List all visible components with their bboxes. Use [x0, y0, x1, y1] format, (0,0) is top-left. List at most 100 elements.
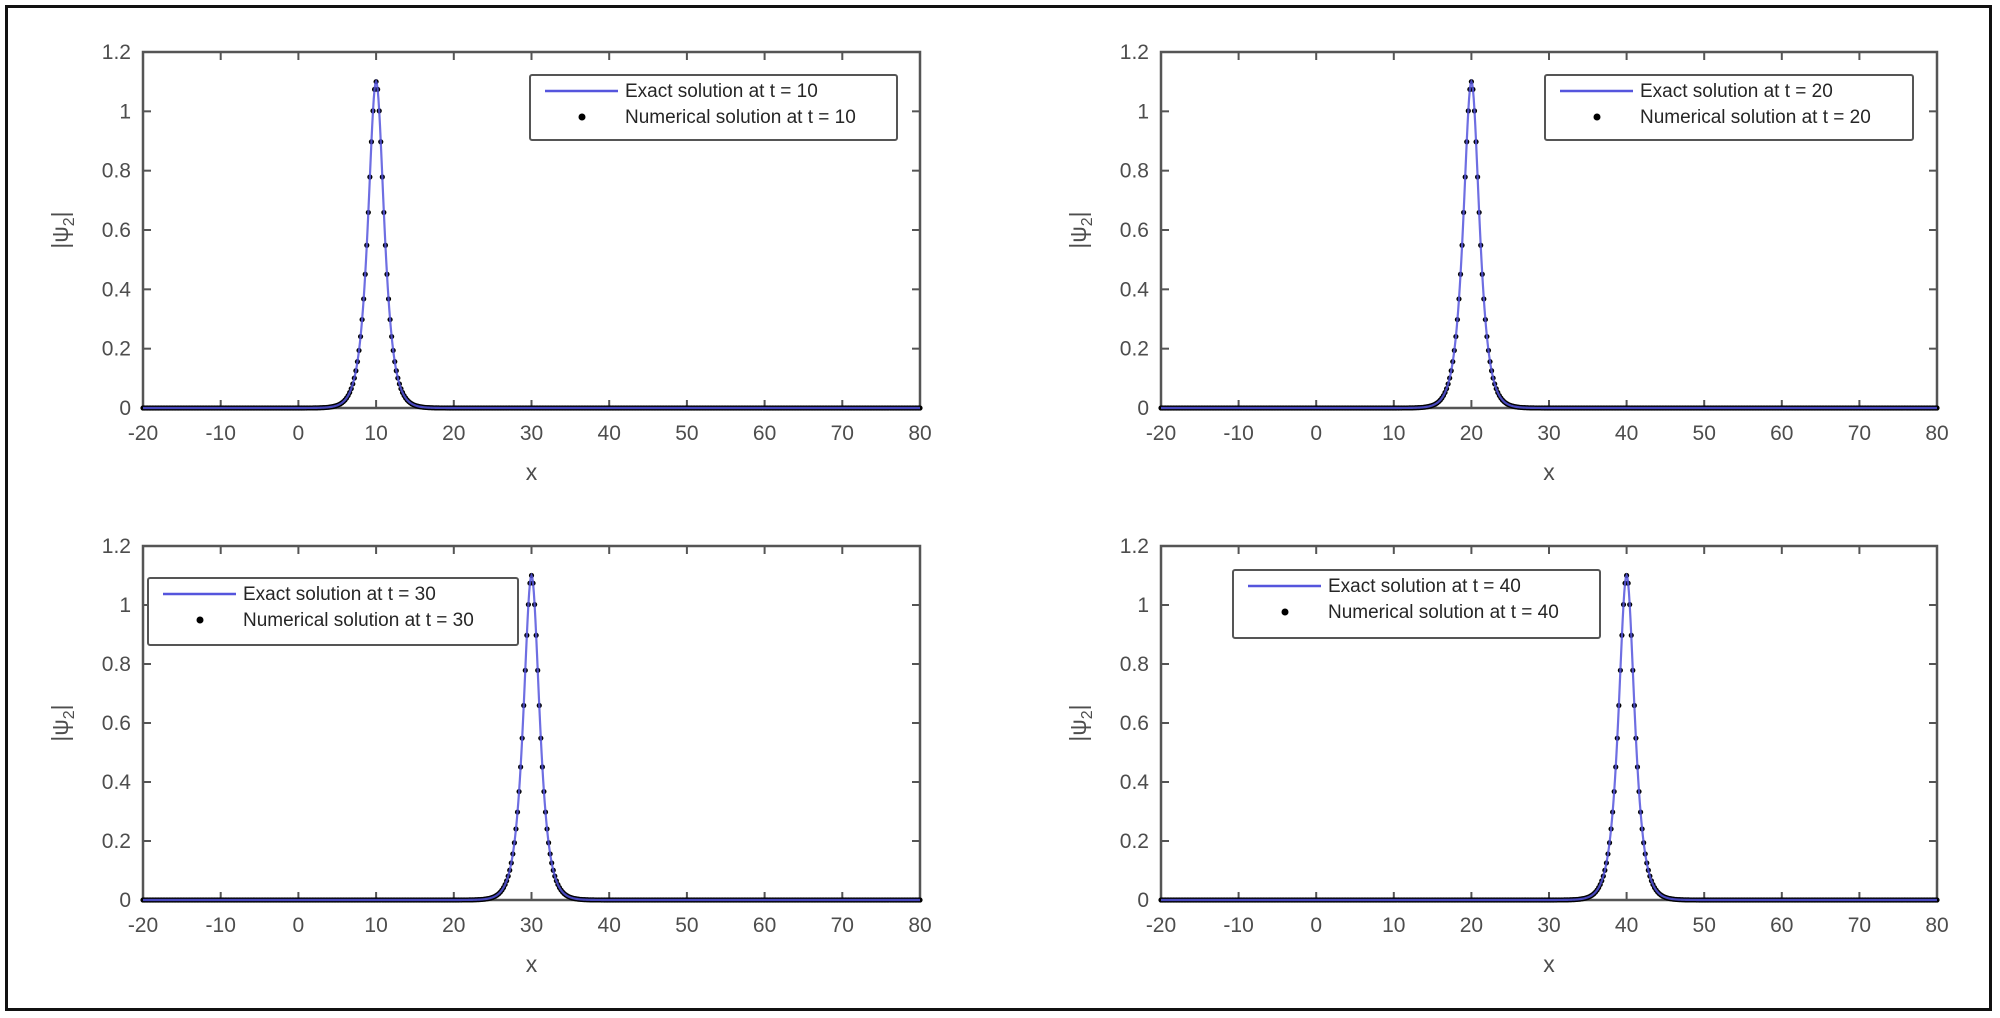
x-tick-label: 20: [442, 422, 465, 445]
exact-solution-line: [143, 78, 920, 410]
x-tick-label: 60: [753, 914, 776, 937]
x-axis-label: x: [526, 951, 538, 977]
y-tick-label: 0: [119, 397, 131, 420]
x-tick-label: 40: [598, 422, 621, 445]
x-tick-label: -20: [128, 914, 158, 937]
x-tick-label: 20: [1460, 422, 1483, 445]
legend-entry-exact: Exact solution at t = 40: [1328, 576, 1521, 597]
y-tick-label: 1: [119, 100, 131, 123]
x-tick-label: 70: [1848, 422, 1871, 445]
y-tick-label: 1: [119, 594, 131, 617]
y-tick-label: 0.6: [102, 219, 131, 242]
x-tick-label: 70: [831, 914, 854, 937]
y-tick-label: 0.4: [1120, 771, 1150, 794]
y-tick-label: 0.8: [102, 160, 131, 183]
exact-solution-line: [1161, 572, 1937, 902]
x-tick-label: 80: [1925, 914, 1948, 937]
x-tick-label: 60: [1770, 914, 1793, 937]
x-tick-label: 0: [1310, 914, 1322, 937]
x-tick-label: -20: [1146, 422, 1176, 445]
legend: Exact solution at t = 40 Numerical soluti…: [1232, 569, 1601, 639]
x-tick-label: 0: [1310, 422, 1322, 445]
y-tick-label: 0: [119, 889, 131, 912]
y-tick-label: 1.2: [102, 41, 131, 64]
y-tick-label: 0.8: [1120, 160, 1149, 183]
x-tick-label: 70: [1848, 914, 1871, 937]
x-tick-label: 40: [1615, 422, 1638, 445]
x-tick-label: 50: [675, 914, 698, 937]
y-tick-label: 0: [1137, 397, 1149, 420]
x-tick-label: -10: [206, 422, 236, 445]
x-tick-label: 40: [1615, 914, 1638, 937]
legend-entry-numerical: Numerical solution at t = 30: [243, 610, 474, 631]
y-axis-label: |ψ2|: [1065, 704, 1096, 741]
y-tick-label: 0.8: [102, 653, 131, 676]
legend-entry-exact: Exact solution at t = 10: [625, 81, 818, 102]
legend-marker-swatch: [196, 616, 204, 624]
y-tick-label: 0.2: [1120, 338, 1149, 361]
x-tick-label: -20: [128, 422, 158, 445]
x-tick-label: 20: [1460, 914, 1483, 937]
x-tick-label: 0: [293, 914, 305, 937]
legend-marker-swatch: [1593, 113, 1601, 121]
y-tick-label: 0.8: [1120, 653, 1149, 676]
x-tick-label: 50: [675, 422, 698, 445]
y-tick-label: 1.2: [1120, 41, 1149, 64]
y-axis-label: |ψ2|: [47, 211, 78, 248]
legend-entry-exact: Exact solution at t = 30: [243, 584, 436, 605]
x-tick-label: -10: [1223, 422, 1253, 445]
x-axis-label: x: [1543, 951, 1555, 977]
x-tick-label: 10: [364, 914, 387, 937]
y-tick-label: 1.2: [102, 535, 131, 558]
y-tick-label: 0.6: [1120, 712, 1149, 735]
x-axis-label: x: [1543, 459, 1555, 485]
x-tick-label: 80: [908, 914, 931, 937]
x-tick-label: 0: [293, 422, 305, 445]
y-tick-label: 0.2: [102, 830, 131, 853]
y-tick-label: 1: [1137, 594, 1149, 617]
subplot-top-right: -20 -10 0 10 20 30 40 50 60 70 80 0 0.2 0.4 0.6 0.8 1 1.2…: [1065, 41, 1949, 485]
x-tick-label: 40: [598, 914, 621, 937]
x-tick-label: -10: [1223, 914, 1253, 937]
legend-marker-swatch: [1281, 608, 1289, 616]
legend: Exact solution at t = 10 Numerical soluti…: [529, 74, 898, 141]
y-tick-label: 0.4: [102, 278, 132, 301]
x-tick-label: 10: [1382, 914, 1405, 937]
x-tick-label: 80: [1925, 422, 1948, 445]
subplot-bottom-left: -20 -10 0 10 20 30 40 50 60 70 80 0 0.2 0.4 0.6 0.8 1 1.2…: [47, 535, 932, 977]
exact-solution-line: [143, 572, 920, 902]
x-tick-label: 50: [1693, 422, 1716, 445]
x-axis-label: x: [526, 459, 538, 485]
y-tick-label: 0.6: [102, 712, 131, 735]
y-axis-label: |ψ2|: [47, 704, 78, 741]
exact-solution-line: [1161, 78, 1937, 410]
y-tick-label: 0.2: [1120, 830, 1149, 853]
figure-frame: [5, 5, 1992, 1011]
legend-entry-numerical: Numerical solution at t = 40: [1328, 602, 1559, 623]
x-tick-label: 30: [520, 422, 543, 445]
y-tick-label: 1: [1137, 100, 1149, 123]
x-tick-label: 30: [1537, 914, 1560, 937]
x-tick-label: 60: [753, 422, 776, 445]
x-tick-label: 50: [1693, 914, 1716, 937]
y-tick-label: 0.4: [102, 771, 132, 794]
legend: Exact solution at t = 30 Numerical soluti…: [147, 577, 519, 646]
y-tick-label: 1.2: [1120, 535, 1149, 558]
subplot-top-left: -20 -10 0 10 20 30 40 50 60 70 80 0 0.2 0.4 0.6 0.8 1 1.2…: [47, 41, 932, 485]
legend: Exact solution at t = 20 Numerical soluti…: [1544, 74, 1914, 141]
y-tick-label: 0.6: [1120, 219, 1149, 242]
x-tick-label: 30: [520, 914, 543, 937]
x-tick-label: -20: [1146, 914, 1176, 937]
x-tick-label: 80: [908, 422, 931, 445]
x-tick-label: -10: [206, 914, 236, 937]
y-tick-label: 0.2: [102, 338, 131, 361]
y-axis-label: |ψ2|: [1065, 211, 1096, 248]
legend-marker-swatch: [578, 113, 586, 121]
legend-entry-numerical: Numerical solution at t = 10: [625, 107, 856, 128]
x-tick-label: 70: [831, 422, 854, 445]
x-tick-label: 30: [1537, 422, 1560, 445]
y-tick-label: 0.4: [1120, 278, 1150, 301]
x-tick-label: 10: [1382, 422, 1405, 445]
y-tick-label: 0: [1137, 889, 1149, 912]
